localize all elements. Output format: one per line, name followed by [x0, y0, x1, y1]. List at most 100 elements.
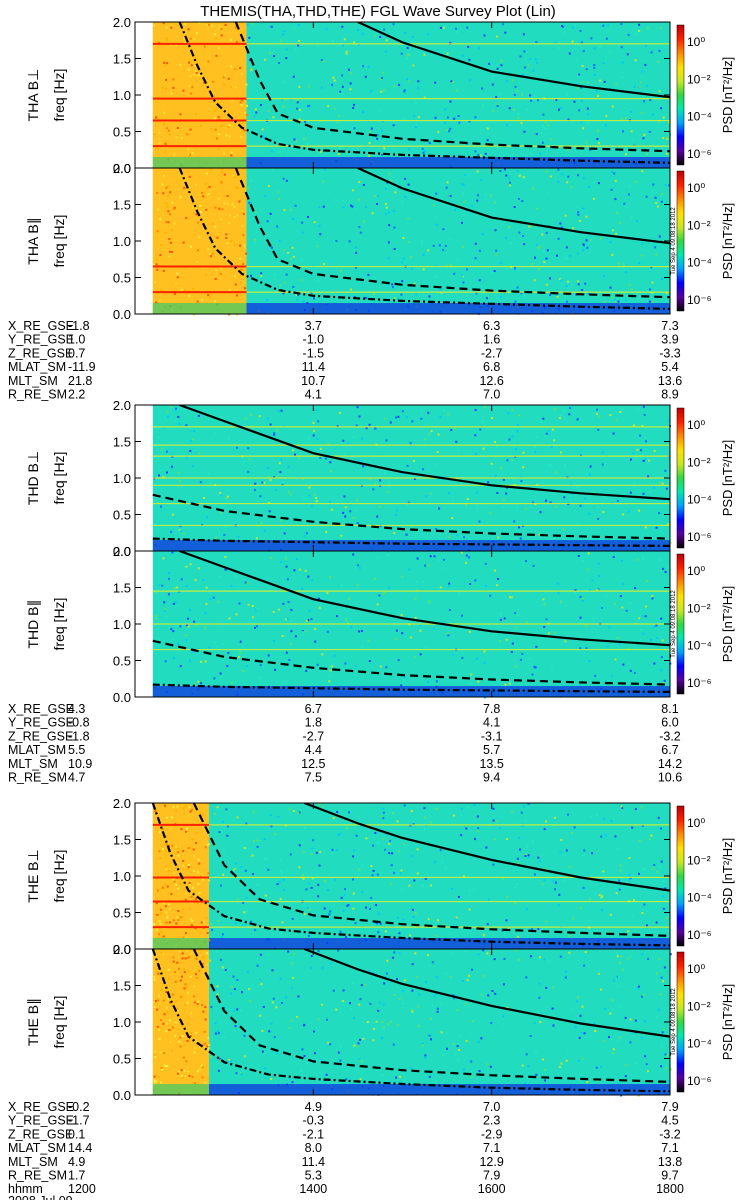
- spectrum-speckle: [343, 38, 346, 41]
- y-tick-label: 2.0: [113, 544, 131, 559]
- spectrum-speckle: [194, 113, 197, 116]
- spectrum-speckle: [276, 429, 279, 432]
- spectrum-speckle: [547, 430, 550, 433]
- spectrum-speckle: [545, 257, 548, 260]
- spectrum-speckle: [339, 411, 342, 414]
- spectrum-speckle: [474, 579, 477, 582]
- spectrum-speckle: [370, 897, 373, 899]
- spectrum-speckle: [204, 1046, 207, 1049]
- spectrum-speckle: [582, 243, 585, 246]
- spectrum-speckle: [205, 273, 208, 276]
- spectrum-speckle: [576, 996, 579, 999]
- ephemeris-value: 4.7: [68, 771, 85, 785]
- ephemeris-value: -2.9: [481, 1127, 503, 1141]
- spectrum-speckle: [537, 99, 539, 102]
- spectrum-speckle: [172, 602, 175, 605]
- spectrum-speckle: [509, 596, 511, 599]
- spectrum-speckle: [654, 93, 657, 96]
- spectrum-speckle: [522, 466, 525, 469]
- spectrum-speckle: [182, 1056, 185, 1059]
- spectrum-speckle: [644, 605, 647, 608]
- spectrum-speckle: [283, 532, 286, 535]
- spectrum-speckle: [236, 816, 239, 819]
- spectrum-speckle: [545, 499, 547, 502]
- spectrum-speckle: [156, 999, 159, 1002]
- spectrum-speckle: [272, 611, 275, 613]
- spectrum-speckle: [514, 886, 517, 889]
- spectrum-speckle: [470, 1031, 473, 1034]
- spectrum-speckle: [250, 920, 252, 923]
- spectrum-speckle: [634, 808, 637, 811]
- spectrum-speckle: [585, 141, 588, 144]
- spectrum-speckle: [195, 832, 198, 835]
- spectrum-speckle: [340, 896, 343, 899]
- spectrum-speckle: [537, 856, 540, 859]
- spectrum-speckle: [376, 137, 379, 140]
- spectrum-speckle: [242, 234, 245, 237]
- spectrum-speckle: [423, 816, 426, 819]
- spectrum-speckle: [170, 530, 173, 533]
- spectrum-speckle: [597, 506, 599, 508]
- spectrum-speckle: [655, 202, 658, 204]
- spectrum-speckle: [621, 408, 624, 411]
- spectrum-speckle: [521, 652, 524, 655]
- spectrum-speckle: [640, 953, 643, 956]
- spectrum-speckle: [647, 293, 650, 296]
- spectrum-speckle: [159, 254, 162, 257]
- spectrum-speckle: [197, 882, 200, 885]
- spectrum-speckle: [191, 650, 194, 653]
- spectrum-speckle: [578, 684, 581, 687]
- spectrum-speckle: [187, 847, 190, 850]
- spectrum-speckle: [513, 268, 516, 271]
- panel-label: THE B∥: [25, 998, 41, 1046]
- spectrum-speckle: [279, 284, 282, 287]
- spectrum-speckle: [167, 593, 170, 596]
- spectrum-speckle: [548, 463, 551, 466]
- spectrum-speckle: [465, 175, 468, 178]
- spectrum-speckle: [492, 863, 495, 866]
- spectrum-speckle: [215, 950, 218, 953]
- spectrum-speckle: [501, 877, 504, 880]
- spectrum-speckle: [360, 984, 363, 987]
- spectrum-speckle: [638, 262, 641, 264]
- spectrum-speckle: [197, 452, 200, 455]
- spectrum-speckle: [549, 277, 551, 280]
- spectrum-speckle: [602, 62, 605, 65]
- spectrum-speckle: [644, 458, 647, 461]
- spectrum-speckle: [593, 1022, 596, 1025]
- spectrum-speckle: [576, 649, 579, 652]
- spectrum-speckle: [658, 958, 661, 960]
- spectrum-speckle: [567, 149, 569, 152]
- spectrum-speckle: [339, 270, 342, 273]
- spectrum-speckle: [233, 206, 236, 209]
- spectrum-speckle: [427, 33, 430, 36]
- y-tick-label: 1.5: [113, 979, 131, 994]
- ephemeris-value: 0.7: [68, 346, 85, 360]
- spectrum-speckle: [202, 921, 205, 924]
- spectrum-speckle: [174, 980, 177, 983]
- spectrum-speckle: [552, 986, 554, 989]
- curve-dashed: [152, 639, 670, 686]
- spectrum-speckle: [643, 133, 646, 136]
- spectrum-speckle: [303, 913, 306, 916]
- spectrum-speckle: [417, 86, 420, 89]
- y-tick-label: 2.0: [113, 161, 131, 176]
- spectrum-speckle: [328, 674, 331, 677]
- spectrum-speckle: [567, 934, 570, 937]
- spectrum-speckle: [259, 104, 262, 107]
- spectrum-speckle: [353, 1044, 356, 1047]
- spectrum-speckle: [285, 48, 288, 51]
- spectrum-speckle: [660, 860, 663, 863]
- spectrum-speckle: [158, 142, 161, 145]
- spectrum-speckle: [478, 279, 481, 282]
- spectrum-speckle: [165, 615, 168, 618]
- spectrum-speckle: [546, 191, 549, 194]
- spectrum-speckle: [374, 832, 377, 834]
- spectrum-speckle: [195, 842, 198, 844]
- spectrum-speckle: [237, 535, 240, 538]
- spectrum-speckle: [264, 195, 267, 197]
- spectrum-speckle: [226, 195, 229, 197]
- spectrum-speckle: [400, 52, 403, 55]
- spectrum-speckle: [307, 619, 310, 622]
